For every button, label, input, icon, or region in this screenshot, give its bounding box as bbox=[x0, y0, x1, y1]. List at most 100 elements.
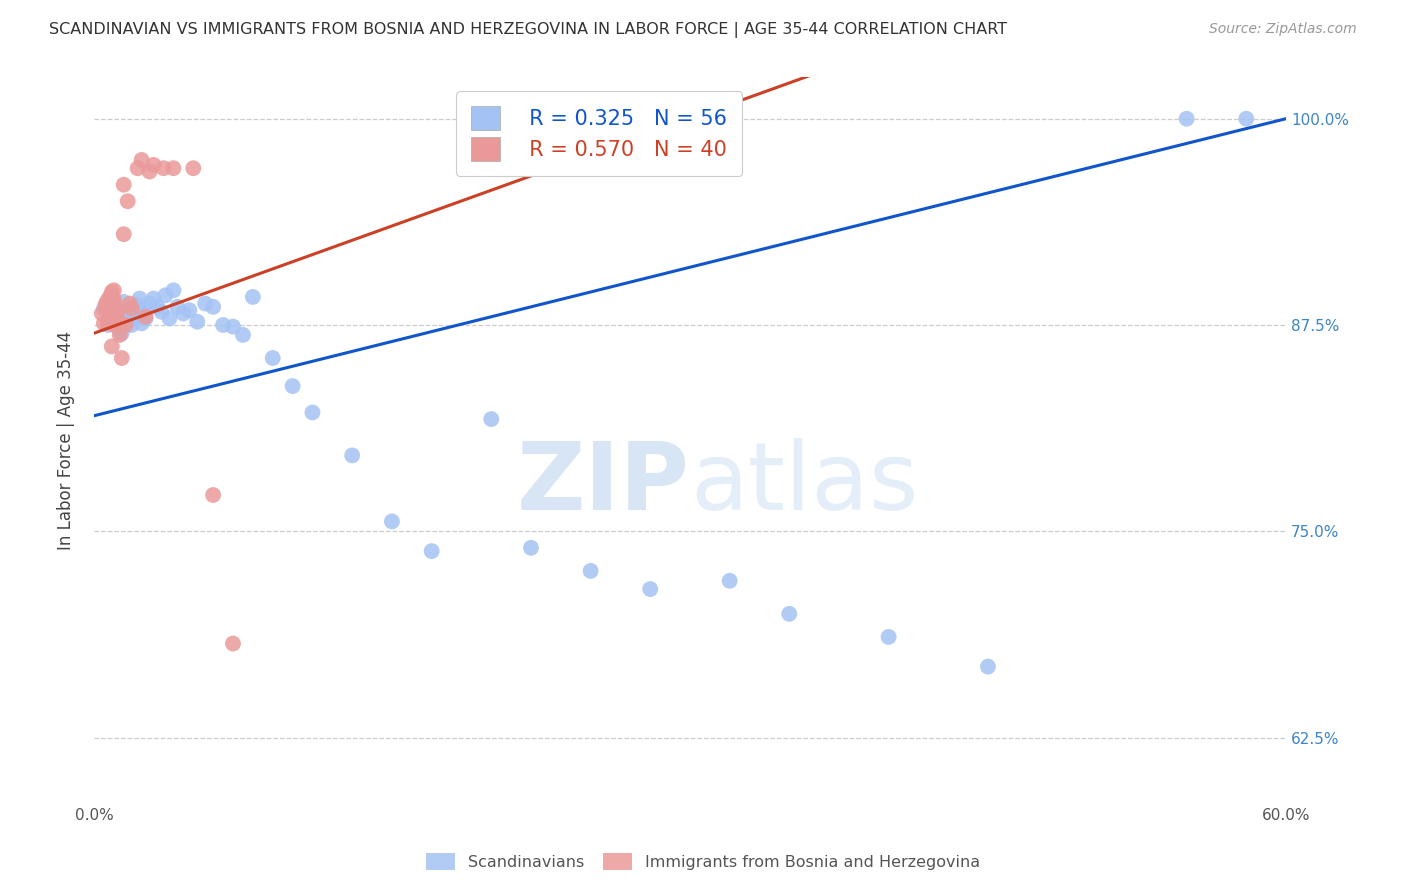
Point bbox=[381, 515, 404, 529]
Y-axis label: In Labor Force | Age 35-44: In Labor Force | Age 35-44 bbox=[58, 331, 75, 550]
Point bbox=[162, 161, 184, 176]
Point bbox=[117, 194, 139, 209]
Point bbox=[118, 300, 141, 314]
Point bbox=[103, 283, 125, 297]
Point bbox=[94, 296, 117, 310]
Point bbox=[108, 327, 131, 342]
Point bbox=[117, 305, 139, 319]
Point bbox=[112, 294, 135, 309]
Point bbox=[112, 227, 135, 242]
Point bbox=[1175, 112, 1198, 126]
Point bbox=[638, 112, 661, 126]
Point bbox=[179, 303, 201, 318]
Point bbox=[121, 301, 143, 316]
Point bbox=[159, 311, 181, 326]
Point bbox=[101, 303, 124, 318]
Point bbox=[212, 318, 235, 332]
Legend: Scandinavians, Immigrants from Bosnia and Herzegovina: Scandinavians, Immigrants from Bosnia an… bbox=[420, 847, 986, 877]
Point bbox=[150, 305, 173, 319]
Point bbox=[108, 317, 131, 331]
Point bbox=[138, 164, 160, 178]
Point bbox=[135, 311, 157, 326]
Point bbox=[98, 311, 121, 326]
Point bbox=[122, 306, 145, 320]
Point bbox=[135, 310, 157, 324]
Point bbox=[93, 317, 115, 331]
Point bbox=[101, 285, 124, 299]
Point bbox=[222, 319, 245, 334]
Point bbox=[121, 318, 143, 332]
Point bbox=[94, 301, 117, 316]
Point bbox=[132, 303, 155, 318]
Point bbox=[90, 306, 112, 320]
Point bbox=[124, 311, 146, 326]
Point bbox=[142, 158, 165, 172]
Point bbox=[202, 300, 225, 314]
Point bbox=[98, 306, 121, 320]
Text: SCANDINAVIAN VS IMMIGRANTS FROM BOSNIA AND HERZEGOVINA IN LABOR FORCE | AGE 35-4: SCANDINAVIAN VS IMMIGRANTS FROM BOSNIA A… bbox=[49, 22, 1007, 38]
Point bbox=[262, 351, 284, 365]
Point bbox=[114, 313, 136, 327]
Point bbox=[107, 303, 129, 318]
Point bbox=[98, 290, 121, 304]
Point bbox=[104, 298, 127, 312]
Point bbox=[152, 161, 174, 176]
Point bbox=[146, 300, 169, 314]
Point bbox=[103, 318, 125, 332]
Point bbox=[194, 296, 217, 310]
Point bbox=[977, 659, 1000, 673]
Point bbox=[877, 630, 900, 644]
Point bbox=[232, 327, 254, 342]
Point bbox=[166, 300, 188, 314]
Text: Source: ZipAtlas.com: Source: ZipAtlas.com bbox=[1209, 22, 1357, 37]
Point bbox=[638, 582, 661, 596]
Point bbox=[127, 298, 149, 312]
Point bbox=[281, 379, 304, 393]
Point bbox=[138, 296, 160, 310]
Point bbox=[186, 315, 208, 329]
Point bbox=[420, 544, 443, 558]
Point bbox=[98, 310, 121, 324]
Point bbox=[520, 541, 543, 555]
Point bbox=[107, 313, 129, 327]
Point bbox=[479, 412, 502, 426]
Point bbox=[111, 351, 134, 365]
Point bbox=[127, 161, 149, 176]
Point bbox=[108, 323, 131, 337]
Legend:   R = 0.325   N = 56,   R = 0.570   N = 40: R = 0.325 N = 56, R = 0.570 N = 40 bbox=[456, 92, 742, 176]
Point bbox=[101, 313, 124, 327]
Point bbox=[97, 315, 120, 329]
Point bbox=[93, 301, 115, 316]
Point bbox=[131, 317, 153, 331]
Point bbox=[112, 178, 135, 192]
Point bbox=[107, 303, 129, 318]
Point bbox=[104, 306, 127, 320]
Point bbox=[103, 296, 125, 310]
Point bbox=[202, 488, 225, 502]
Text: atlas: atlas bbox=[690, 438, 918, 530]
Point bbox=[97, 318, 120, 332]
Point bbox=[162, 283, 184, 297]
Point bbox=[97, 293, 120, 308]
Point bbox=[579, 564, 602, 578]
Point bbox=[131, 153, 153, 167]
Point bbox=[1234, 112, 1257, 126]
Point bbox=[172, 306, 194, 320]
Point bbox=[222, 636, 245, 650]
Point bbox=[659, 131, 682, 145]
Point bbox=[340, 449, 363, 463]
Point bbox=[718, 574, 741, 588]
Point bbox=[111, 326, 134, 341]
Text: ZIP: ZIP bbox=[517, 438, 690, 530]
Point bbox=[155, 288, 177, 302]
Point bbox=[112, 317, 135, 331]
Point bbox=[101, 339, 124, 353]
Point bbox=[242, 290, 264, 304]
Point bbox=[301, 405, 323, 419]
Point bbox=[118, 296, 141, 310]
Point bbox=[142, 292, 165, 306]
Point bbox=[103, 310, 125, 324]
Point bbox=[103, 292, 125, 306]
Point bbox=[181, 161, 204, 176]
Point bbox=[778, 607, 800, 621]
